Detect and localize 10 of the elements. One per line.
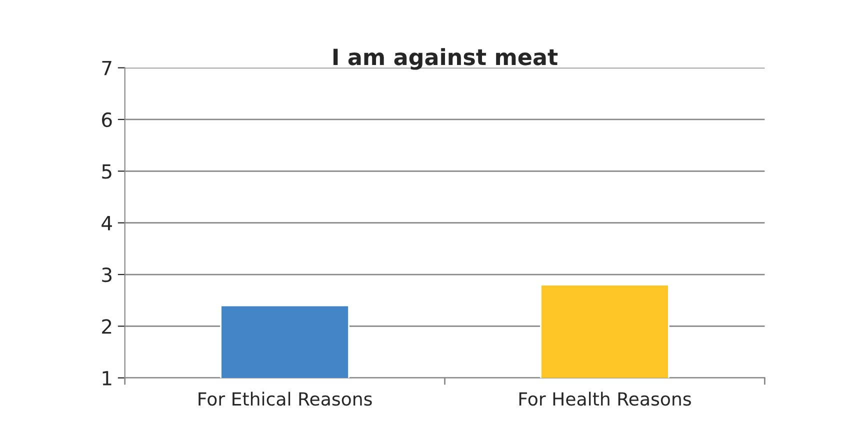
y-tick-label: 4	[102, 216, 112, 230]
chart-title: I am against meat	[333, 48, 558, 70]
x-tick-label: For Ethical Reasons	[198, 392, 372, 406]
y-tick-label: 5	[102, 164, 112, 179]
y-tick-label: 7	[102, 60, 112, 76]
y-tick-label: 3	[102, 267, 112, 282]
y-tick-label: 6	[102, 112, 112, 128]
x-tick-label: For Health Reasons	[519, 392, 691, 406]
y-tick-label: 2	[102, 319, 112, 334]
y-tick-label: 1	[102, 371, 112, 386]
